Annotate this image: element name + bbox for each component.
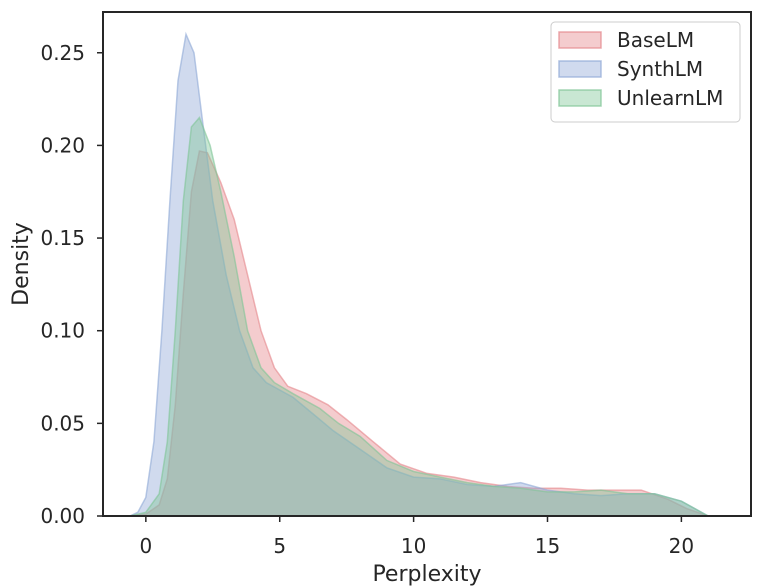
- y-tick-label: 0.15: [40, 226, 85, 250]
- legend-label-baselm: BaseLM: [617, 28, 694, 52]
- x-tick-label: 10: [401, 534, 426, 558]
- legend-swatch-synthlm: [558, 60, 602, 78]
- x-tick-label: 20: [669, 534, 694, 558]
- x-tick-label: 15: [535, 534, 560, 558]
- legend-swatch-baselm: [558, 31, 602, 49]
- x-tick-label: 0: [139, 534, 152, 558]
- y-tick-label: 0.05: [40, 411, 85, 435]
- y-tick-label: 0.10: [40, 319, 85, 343]
- density-area-synthlm: [129, 31, 709, 517]
- y-tick-label: 0.20: [40, 133, 85, 157]
- y-tick-label: 0.25: [40, 41, 85, 65]
- x-tick-label: 5: [273, 534, 286, 558]
- legend-swatch-unlearnlm: [558, 89, 602, 107]
- legend-box: [550, 21, 741, 123]
- density-areas: [129, 31, 709, 517]
- y-tick-label: 0.00: [40, 504, 85, 528]
- y-axis-ticks: 0.00 0.05 0.10 0.15 0.20 0.25: [40, 41, 103, 528]
- x-axis-ticks: 0 5 10 15 20: [139, 516, 694, 558]
- x-axis-label: Perplexity: [372, 562, 481, 587]
- legend-label-unlearnlm: UnlearnLM: [617, 86, 723, 110]
- legend-label-synthlm: SynthLM: [617, 57, 703, 81]
- y-axis-label: Density: [9, 222, 34, 306]
- plot-frame: [102, 11, 752, 517]
- density-area-unlearnlm: [129, 116, 709, 517]
- legend: BaseLM SynthLM UnlearnLM: [550, 21, 741, 123]
